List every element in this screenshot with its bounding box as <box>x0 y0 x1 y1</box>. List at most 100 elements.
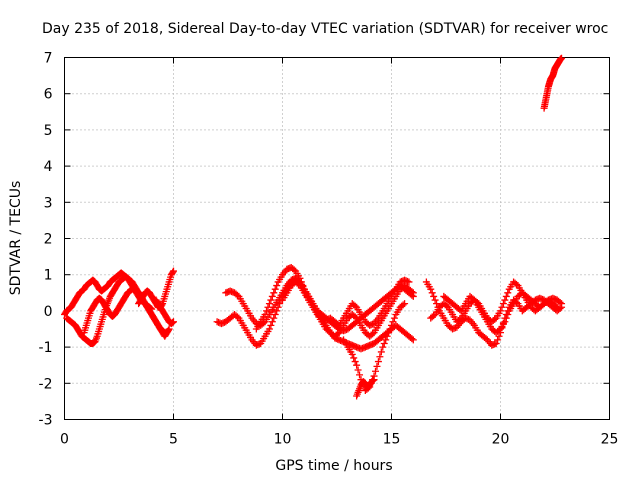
data-point <box>377 348 385 356</box>
data-point <box>369 330 377 338</box>
series-arc15 <box>540 54 566 112</box>
y-tick-labels: -3 -2 -1 0 1 2 3 4 5 6 7 <box>39 51 53 429</box>
x-tick-label: 10 <box>274 432 292 448</box>
y-axis-label: SDTVAR / TECUs <box>8 181 24 296</box>
y-tick-label: -3 <box>39 413 53 429</box>
data-point <box>409 336 417 344</box>
data-point <box>558 300 566 308</box>
grid-lines <box>64 57 610 420</box>
data-point <box>405 278 413 286</box>
y-tick-label: 2 <box>44 232 53 248</box>
data-point <box>350 354 358 362</box>
data-point <box>495 332 503 340</box>
data-point <box>552 302 560 310</box>
x-tick-labels: 0 5 10 15 20 25 <box>60 432 618 448</box>
data-point <box>408 335 416 343</box>
x-tick-label: 5 <box>169 432 178 448</box>
data-point <box>388 321 395 329</box>
data-point <box>558 54 566 62</box>
data-point <box>498 303 506 311</box>
data-point <box>273 282 281 290</box>
data-point <box>430 312 438 320</box>
y-tick-label: 3 <box>44 195 53 211</box>
series-arc3 <box>80 285 173 340</box>
data-point <box>501 296 509 304</box>
data-point <box>380 339 388 347</box>
data-point <box>354 366 362 374</box>
data-point <box>296 274 304 282</box>
data-point <box>501 318 509 326</box>
data-point <box>294 280 302 288</box>
data-point <box>374 358 382 366</box>
data-point <box>356 371 364 379</box>
series-arc12 <box>422 278 566 349</box>
data-point <box>271 285 279 293</box>
data-point <box>270 289 278 297</box>
data-point <box>351 313 359 321</box>
data-point <box>267 296 275 304</box>
data-point <box>265 300 273 308</box>
data-point <box>497 307 504 315</box>
data-point <box>401 300 409 308</box>
data-point <box>428 289 436 297</box>
data-point <box>504 311 512 319</box>
data-point <box>469 295 477 303</box>
data-point <box>264 303 272 311</box>
y-tick-label: 5 <box>44 123 53 139</box>
data-point <box>456 315 464 323</box>
data-point <box>233 313 241 321</box>
data-point <box>399 301 407 309</box>
data-point <box>408 288 416 296</box>
data-point <box>382 336 390 344</box>
data-point <box>273 307 281 315</box>
y-tick-label: -2 <box>39 376 53 392</box>
data-point <box>389 318 397 326</box>
data-point <box>430 292 438 300</box>
series-arc5 <box>152 296 177 328</box>
data-point <box>431 296 439 304</box>
data-point <box>494 336 502 344</box>
data-point <box>427 285 435 293</box>
data-point <box>261 311 269 319</box>
y-tick-label: 0 <box>44 304 53 320</box>
data-point <box>556 298 564 306</box>
data-point <box>502 292 510 300</box>
x-axis-label: GPS time / hours <box>275 458 392 474</box>
series-arc9 <box>279 278 417 340</box>
data-point <box>499 300 507 308</box>
data-point <box>267 321 275 329</box>
data-point <box>170 267 177 275</box>
data-point <box>495 326 503 334</box>
data-point <box>433 300 441 308</box>
data-point <box>263 307 271 315</box>
data-point <box>353 361 361 369</box>
data-point <box>233 291 241 299</box>
chart-title: Day 235 of 2018, Sidereal Day-to-day VTE… <box>42 21 608 37</box>
y-tick-label: 1 <box>44 268 53 284</box>
y-tick-label: -1 <box>39 340 53 356</box>
data-point <box>409 289 417 297</box>
data-point <box>268 292 276 300</box>
data-point <box>270 314 278 322</box>
data-point <box>268 318 276 326</box>
data-point <box>265 325 273 333</box>
data-point <box>351 302 359 310</box>
data-point <box>370 376 378 384</box>
data-point <box>290 266 298 274</box>
data-point <box>348 350 356 358</box>
x-tick-label: 0 <box>60 432 69 448</box>
x-tick-label: 20 <box>492 432 510 448</box>
data-series <box>61 54 566 400</box>
data-point <box>512 280 520 288</box>
data-point <box>386 325 394 333</box>
data-point <box>390 314 398 322</box>
x-tick-label: 15 <box>383 432 401 448</box>
y-tick-label: 6 <box>44 87 53 103</box>
series-arc11 <box>353 376 378 400</box>
data-point <box>334 330 342 338</box>
axis-ticks <box>64 57 610 420</box>
data-point <box>379 343 387 351</box>
y-tick-label: 7 <box>44 51 53 67</box>
data-point <box>165 325 173 333</box>
